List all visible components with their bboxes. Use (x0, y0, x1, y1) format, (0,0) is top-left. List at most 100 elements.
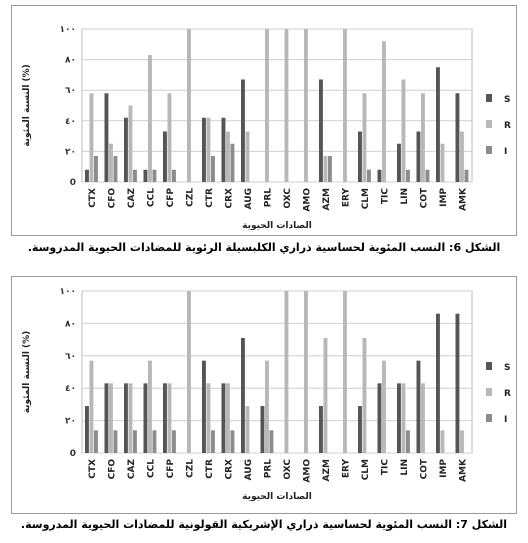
fig6-bar-S-AZM (319, 79, 323, 182)
fig7-bar-R-CTX (89, 360, 94, 453)
fig6-bar-R-AMK (460, 131, 464, 182)
fig6-xtick-label: COT (419, 187, 429, 208)
fig6-xtick-label: CLM (361, 188, 371, 209)
fig6-ytick-label: ٨٠ (65, 56, 76, 66)
fig7-ytick-label: ٢٠ (65, 417, 76, 427)
fig7-bar-I-CTX (94, 430, 98, 453)
fig7-xtick-label: OXC (283, 459, 293, 480)
fig6-bar-S-CCL (143, 169, 148, 182)
fig7-ytick-label: ٦٠ (65, 352, 76, 362)
fig6-bar-S-AUG (241, 79, 245, 182)
fig7-bar-R-ERY (343, 291, 347, 453)
fig7-bar-R-CFP (167, 383, 172, 453)
fig7-bar-S-CTX (85, 406, 89, 453)
fig7-bar-R-OXC (284, 291, 289, 453)
fig7-bar-S-CFO (104, 383, 109, 453)
fig7-xtick-label: IMP (439, 459, 449, 478)
fig6-yaxis-label: النسبة المئوية (%) (22, 64, 32, 147)
fig6-plot-area (81, 28, 473, 183)
fig7-bar-R-LIN (401, 383, 406, 453)
fig7-bar-S-CCL (143, 383, 148, 453)
fig6-ytick-label: ٤٠ (65, 117, 76, 127)
fig6-bar-R-CZL (187, 29, 191, 182)
fig6-bar-S-COT (416, 131, 421, 182)
fig6-legend-label-I: I (504, 147, 507, 157)
fig6-xtick-label: AMK (458, 187, 468, 211)
fig7-bar-S-CFP (163, 383, 167, 453)
fig6-legend-label-S: S (504, 95, 510, 105)
fig7-xtick-label: AZM (322, 459, 332, 481)
fig6-bar-S-CRX (221, 117, 226, 182)
fig6-bar-S-CTR (202, 117, 206, 182)
fig7-bar-S-COT (416, 360, 421, 453)
fig7-bar-S-AZM (319, 406, 323, 453)
fig7-xtick-label: CTR (205, 459, 215, 479)
fig7-xtick-label: AMK (458, 458, 468, 482)
fig7-bar-I-PRL (269, 430, 274, 453)
fig7-bar-R-AUG (245, 406, 250, 453)
fig6-ytick-label: 0 (70, 178, 76, 188)
chart-1: 0 ٢٠ ٤٠ ٦٠ ٨٠ ١٠٠ CTX CFO CAZ CCL CFP CZL CTR CRX AUG P… (22, 25, 511, 231)
fig7-xtick-label: CLM (361, 459, 371, 480)
fig6-bar-S-TIC (377, 169, 382, 182)
fig7-bar-R-CZL (187, 291, 191, 453)
fig7-bar-S-CAZ (124, 383, 128, 453)
fig6-bar-R-TIC (382, 41, 386, 182)
fig7-yaxis-label: النسبة المئوية (%) (22, 331, 32, 414)
fig7-plot-area (81, 290, 473, 454)
fig7-bar-R-AMO (304, 291, 308, 453)
fig6-bar-R-ERY (343, 29, 347, 182)
fig7-bar-S-CTR (202, 360, 206, 453)
fig7-bar-R-COT (421, 383, 425, 453)
fig7-bar-I-CTR (211, 430, 215, 453)
fig7-ytick-label: ٤٠ (65, 384, 76, 394)
fig6-xaxis-label: الصادات الحيوية (242, 221, 312, 231)
fig6-xtick-label: LIN (400, 188, 410, 205)
figure-6-caption: الشكل 6: النسب المئوية لحساسية ذراري الك… (27, 241, 501, 254)
fig7-xtick-label: CFP (166, 459, 176, 479)
fig6-bar-R-CTX (89, 93, 94, 182)
fig6-bar-R-AMO (304, 29, 308, 182)
fig6-xtick-label: ERY (341, 188, 351, 208)
fig7-xtick-label: CCL (146, 459, 156, 478)
chart-panel-2: 0 ٢٠ ٤٠ ٦٠ ٨٠ ١٠٠ CTX CFO CAZ CCL CFP CZL CTR CRX AUG P… (11, 276, 517, 514)
fig6-bar-R-AUG (245, 131, 250, 182)
fig7-bar-I-CCL (152, 430, 157, 453)
fig6-bar-R-CFP (167, 93, 172, 182)
fig6-bar-S-LIN (397, 143, 401, 182)
fig7-bar-R-IMP (440, 430, 445, 453)
fig7-xaxis-label: الصادات الحيوية (242, 492, 312, 502)
fig7-ytick-label: ٨٠ (65, 319, 76, 329)
fig6-bar-I-CCL (152, 169, 157, 182)
fig7-xtick-label: CRX (224, 459, 234, 480)
fig7-bar-I-CAZ (133, 430, 137, 453)
fig6-ytick-label: ٢٠ (65, 147, 76, 157)
fig6-bar-R-AZM (323, 155, 328, 182)
fig6-bar-R-CRX (226, 131, 230, 182)
fig6-ytick-label: ١٠٠ (60, 25, 76, 35)
fig7-xtick-label: CAZ (127, 459, 137, 480)
fig7-xtick-label: CTX (88, 459, 98, 479)
fig7-xtick-label: AUG (244, 459, 254, 480)
fig7-bar-R-CRX (226, 383, 230, 453)
fig7-bar-I-CFP (172, 430, 176, 453)
fig6-bar-R-OXC (284, 29, 289, 182)
fig6-bar-R-PRL (265, 29, 269, 182)
fig7-bar-R-CCL (148, 360, 152, 453)
fig6-bar-I-AMK (464, 169, 469, 182)
fig7-legend-swatch-I (486, 414, 492, 422)
fig7-legend-label-R: R (504, 389, 511, 399)
fig7-bar-S-AMK (455, 313, 460, 453)
chart-2: 0 ٢٠ ٤٠ ٦٠ ٨٠ ١٠٠ CTX CFO CAZ CCL CFP CZL CTR CRX AUG P… (22, 287, 511, 502)
fig7-bar-S-TIC (377, 383, 382, 453)
fig7-bar-I-LIN (406, 430, 410, 453)
fig6-bar-S-AMK (455, 93, 460, 182)
fig6-bar-R-CTR (206, 117, 211, 182)
fig7-xtick-label: CFO (107, 459, 117, 480)
fig6-bar-R-CCL (148, 55, 152, 183)
fig6-legend-swatch-I (486, 146, 492, 154)
fig7-bar-R-AMK (460, 430, 464, 453)
fig7-bar-R-CFO (109, 383, 113, 453)
fig6-xtick-label: CTX (88, 188, 98, 208)
fig7-bar-S-AUG (241, 337, 245, 453)
